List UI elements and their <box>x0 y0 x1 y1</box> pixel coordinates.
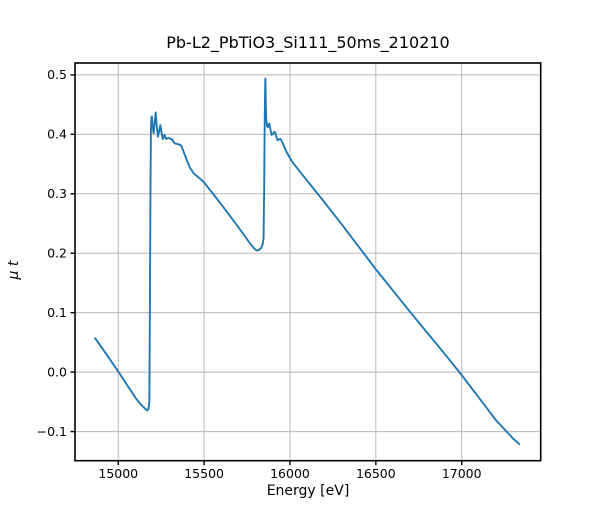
y-tick-label: 0.0 <box>47 364 67 379</box>
y-tick-label: 0.5 <box>47 67 67 82</box>
y-tick-label: 0.4 <box>47 127 67 142</box>
y-tick-label: −0.1 <box>37 424 67 439</box>
y-tick-label: 0.2 <box>47 246 67 261</box>
y-axis-label: μ t <box>6 260 22 280</box>
x-tick-label: 17000 <box>442 466 482 481</box>
y-tick-label: 0.3 <box>47 186 67 201</box>
x-tick-label: 15000 <box>98 466 138 481</box>
x-tick-label: 16000 <box>270 466 310 481</box>
data-line <box>94 77 521 445</box>
y-tick-label: 0.1 <box>47 305 67 320</box>
x-axis-label: Energy [eV] <box>266 483 350 499</box>
x-tick-label: 15500 <box>184 466 224 481</box>
axes-spines <box>74 62 542 462</box>
plot-title: Pb-L2_PbTiO3_Si111_50ms_210210 <box>166 33 450 52</box>
x-tick-label: 16500 <box>356 466 396 481</box>
